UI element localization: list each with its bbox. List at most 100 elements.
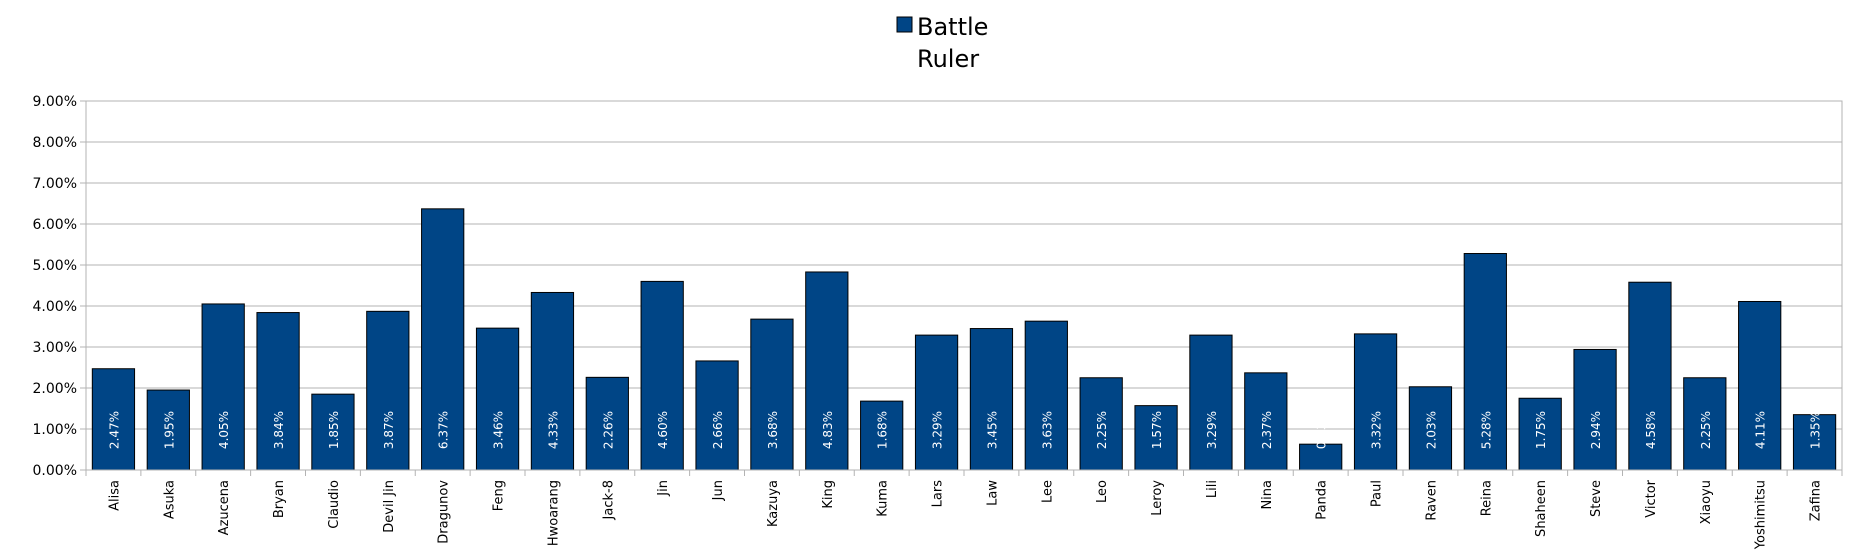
data-label: 0.63% <box>1315 411 1329 449</box>
bar <box>1573 348 1617 471</box>
bar <box>1134 405 1178 471</box>
bar <box>530 291 575 471</box>
data-label: 4.05% <box>217 411 231 449</box>
x-category-label: Jun <box>711 480 726 501</box>
data-label: 3.84% <box>272 411 286 449</box>
legend: Battle Ruler <box>896 13 988 73</box>
bar <box>1353 333 1398 471</box>
y-tick-label: 2.00% <box>33 381 77 397</box>
data-label: 3.32% <box>1370 411 1384 449</box>
x-category-label: Feng <box>492 480 507 511</box>
y-tick-label: 8.00% <box>33 135 77 151</box>
x-category-label: Dragunov <box>437 480 452 544</box>
x-category-label: Victor <box>1644 479 1659 517</box>
data-label: 3.45% <box>985 411 999 449</box>
x-category-label: Leroy <box>1150 480 1165 516</box>
x-category-label: Lee <box>1040 480 1055 503</box>
bar <box>1518 397 1562 471</box>
bar <box>585 376 629 471</box>
data-label: 6.37% <box>437 411 451 449</box>
data-label: 3.63% <box>1040 411 1054 449</box>
bar <box>1408 386 1453 471</box>
bar <box>750 318 794 471</box>
bar <box>256 312 300 471</box>
bar <box>1738 300 1782 471</box>
data-label: 1.68% <box>876 411 890 449</box>
bar <box>1079 377 1123 471</box>
data-label: 4.60% <box>656 411 670 449</box>
bar <box>421 208 465 471</box>
x-category-label: Shaheen <box>1534 480 1549 537</box>
x-category-label: Jack-8 <box>601 480 616 520</box>
x-category-label: Kuma <box>876 480 891 517</box>
bar <box>475 327 520 471</box>
legend-label-line-1: Battle <box>917 13 988 41</box>
x-category-label: Alisa <box>107 480 122 511</box>
bar <box>1683 377 1727 471</box>
bar <box>366 310 410 471</box>
x-category-label: Lars <box>931 480 946 508</box>
plot-area-border <box>85 100 1843 471</box>
y-tick-label: 3.00% <box>33 340 77 356</box>
y-tick-label: 7.00% <box>33 176 77 192</box>
x-category-label: King <box>821 480 836 509</box>
x-category-label: Azucena <box>217 480 232 535</box>
x-category-label: Leo <box>1095 480 1110 503</box>
data-label: 4.83% <box>821 411 835 449</box>
x-category-label: Jin <box>656 480 671 497</box>
bar <box>1189 334 1233 471</box>
data-label: 2.37% <box>1260 411 1274 449</box>
y-tick-label: 1.00% <box>33 422 77 438</box>
bar <box>1628 281 1672 471</box>
y-axis-ticks: 0.00% 1.00% 2.00% 3.00% 4.00% 5.00% 6.00% 7.00%… <box>33 94 77 479</box>
data-label: 4.58% <box>1644 411 1658 449</box>
data-label: 2.25% <box>1095 411 1109 449</box>
x-category-label: Reina <box>1479 480 1494 516</box>
bars <box>91 208 1837 471</box>
bar <box>311 393 355 471</box>
x-category-label: Law <box>985 480 1000 506</box>
x-category-label: Steve <box>1589 480 1604 517</box>
x-category-label: Kazuya <box>766 480 781 527</box>
x-category-label: Hwoarang <box>546 480 561 546</box>
x-category-label: Bryan <box>272 480 287 518</box>
bar <box>860 400 904 471</box>
bar <box>91 368 136 471</box>
plot-frame <box>85 100 1843 471</box>
x-category-label: Xiaoyu <box>1699 480 1714 524</box>
data-labels: 2.47% 1.95% 4.05% 3.84% 1.85% 3.87% 6.37% 3.46%… <box>107 411 1822 449</box>
data-label: 1.35% <box>1809 411 1823 449</box>
x-category-label: Lili <box>1205 480 1220 498</box>
legend-swatch <box>896 16 913 33</box>
y-tick-label: 6.00% <box>33 217 77 233</box>
x-category-label: Raven <box>1424 480 1439 521</box>
bar <box>640 280 684 471</box>
data-label: 2.25% <box>1699 411 1713 449</box>
bar <box>146 389 190 471</box>
data-label: 5.28% <box>1479 411 1493 449</box>
data-label: 3.29% <box>1205 411 1219 449</box>
bar <box>914 334 959 471</box>
data-label: 2.94% <box>1589 411 1603 449</box>
data-label: 2.47% <box>107 411 121 449</box>
x-category-label: Devil Jin <box>382 480 397 533</box>
y-tick-label: 5.00% <box>33 258 77 274</box>
y-tick-label: 4.00% <box>33 299 77 315</box>
data-label: 3.46% <box>492 411 506 449</box>
x-axis-labels: Alisa Asuka Azucena Bryan Claudio Devil Jin Dr… <box>85 470 1843 550</box>
x-category-label: Asuka <box>162 480 177 519</box>
bar <box>1244 372 1288 471</box>
x-category-label: Zafina <box>1809 480 1824 521</box>
data-label: 4.11% <box>1754 411 1768 449</box>
bar <box>1792 414 1837 471</box>
bar <box>1024 320 1068 471</box>
data-label: 3.29% <box>931 411 945 449</box>
data-label: 3.68% <box>766 411 780 449</box>
x-category-label: Claudio <box>327 480 342 529</box>
x-category-label: Paul <box>1370 480 1385 507</box>
data-label: 2.26% <box>601 411 615 449</box>
data-label: 4.33% <box>546 411 560 449</box>
y-tick-label: 0.00% <box>33 463 77 479</box>
data-label: 3.87% <box>382 411 396 449</box>
